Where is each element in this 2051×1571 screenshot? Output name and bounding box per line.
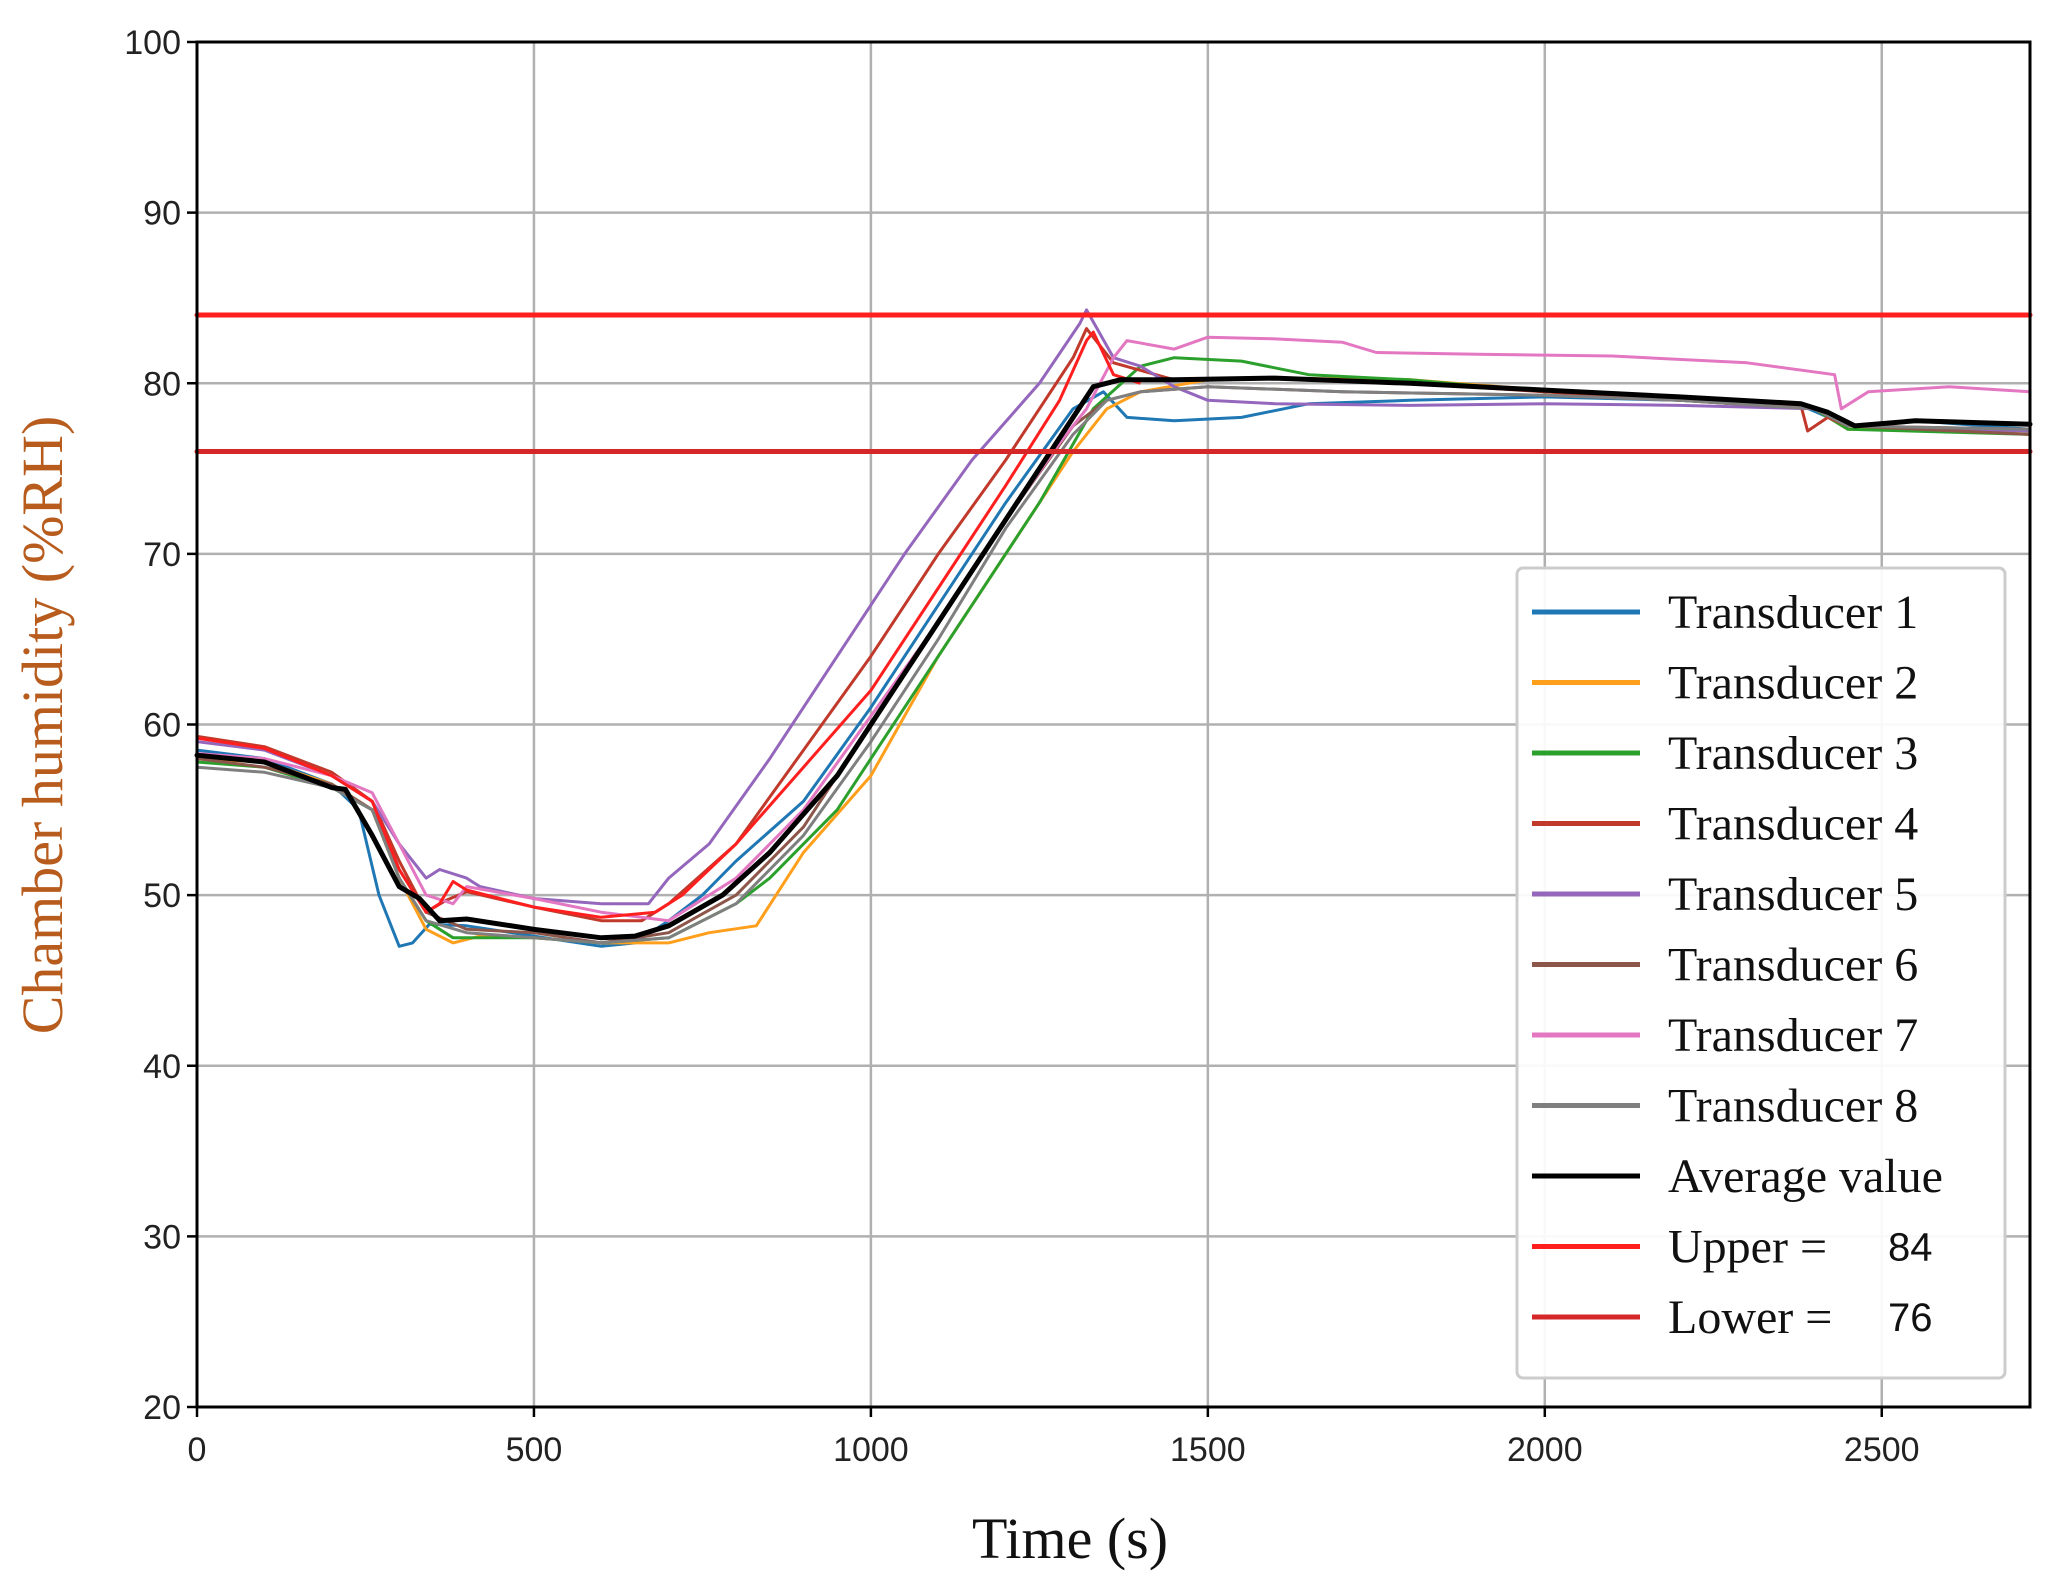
series-line-upper-curve bbox=[196, 330, 1141, 919]
x-tick-label: 1000 bbox=[833, 1431, 909, 1469]
y-tick-label: 60 bbox=[143, 707, 181, 745]
legend-label-transducer-8: Transducer 8 bbox=[1668, 1080, 1918, 1133]
x-tick-label: 0 bbox=[188, 1431, 207, 1469]
legend[interactable]: Transducer 1 Transducer 2 Transducer 3 Tran… bbox=[1515, 566, 2007, 1380]
y-tick-label: 80 bbox=[143, 365, 181, 403]
y-axis-title: Chamber humidity (%RH) bbox=[10, 416, 75, 1035]
y-tick-label: 50 bbox=[143, 877, 181, 915]
legend-label-upper: Upper = bbox=[1668, 1221, 1827, 1274]
legend-label-lower: Lower = bbox=[1668, 1291, 1832, 1344]
legend-value-lower: 76 bbox=[1888, 1296, 1933, 1340]
legend-value-upper: 84 bbox=[1888, 1226, 1933, 1270]
series-layer bbox=[194, 308, 2033, 948]
series-line-transducer-8 bbox=[195, 385, 2032, 945]
y-tick-label: 20 bbox=[143, 1389, 181, 1427]
y-tick-label: 100 bbox=[124, 24, 181, 62]
y-tick-label: 40 bbox=[143, 1048, 181, 1086]
legend-label-transducer-3: Transducer 3 bbox=[1668, 727, 1918, 780]
x-tick-label: 1500 bbox=[1170, 1431, 1246, 1469]
y-axis: 20 30 40 50 60 70 80 90 100 bbox=[124, 24, 197, 1427]
x-tick-label: 2500 bbox=[1844, 1431, 1920, 1469]
series-line-transducer-7 bbox=[195, 335, 2032, 923]
legend-label-transducer-6: Transducer 6 bbox=[1668, 939, 1918, 992]
legend-label-transducer-5: Transducer 5 bbox=[1668, 868, 1918, 921]
legend-label-average-value: Average value bbox=[1668, 1150, 1943, 1203]
legend-label-transducer-1: Transducer 1 bbox=[1668, 586, 1918, 639]
x-tick-label: 2000 bbox=[1507, 1431, 1583, 1469]
legend-label-transducer-2: Transducer 2 bbox=[1668, 657, 1918, 710]
x-tick-label: 500 bbox=[506, 1431, 563, 1469]
y-tick-label: 90 bbox=[143, 195, 181, 233]
legend-label-transducer-7: Transducer 7 bbox=[1668, 1009, 1918, 1062]
y-tick-label: 70 bbox=[143, 536, 181, 574]
x-axis-title: Time (s) bbox=[972, 1506, 1168, 1571]
series-line-average-value bbox=[194, 375, 2033, 941]
legend-label-transducer-4: Transducer 4 bbox=[1668, 798, 1918, 851]
x-axis: 0 500 1000 1500 2000 2500 bbox=[188, 1407, 1920, 1469]
y-tick-label: 30 bbox=[143, 1218, 181, 1256]
series-line-transducer-1 bbox=[195, 390, 2032, 948]
series-line-transducer-5 bbox=[195, 308, 2032, 906]
